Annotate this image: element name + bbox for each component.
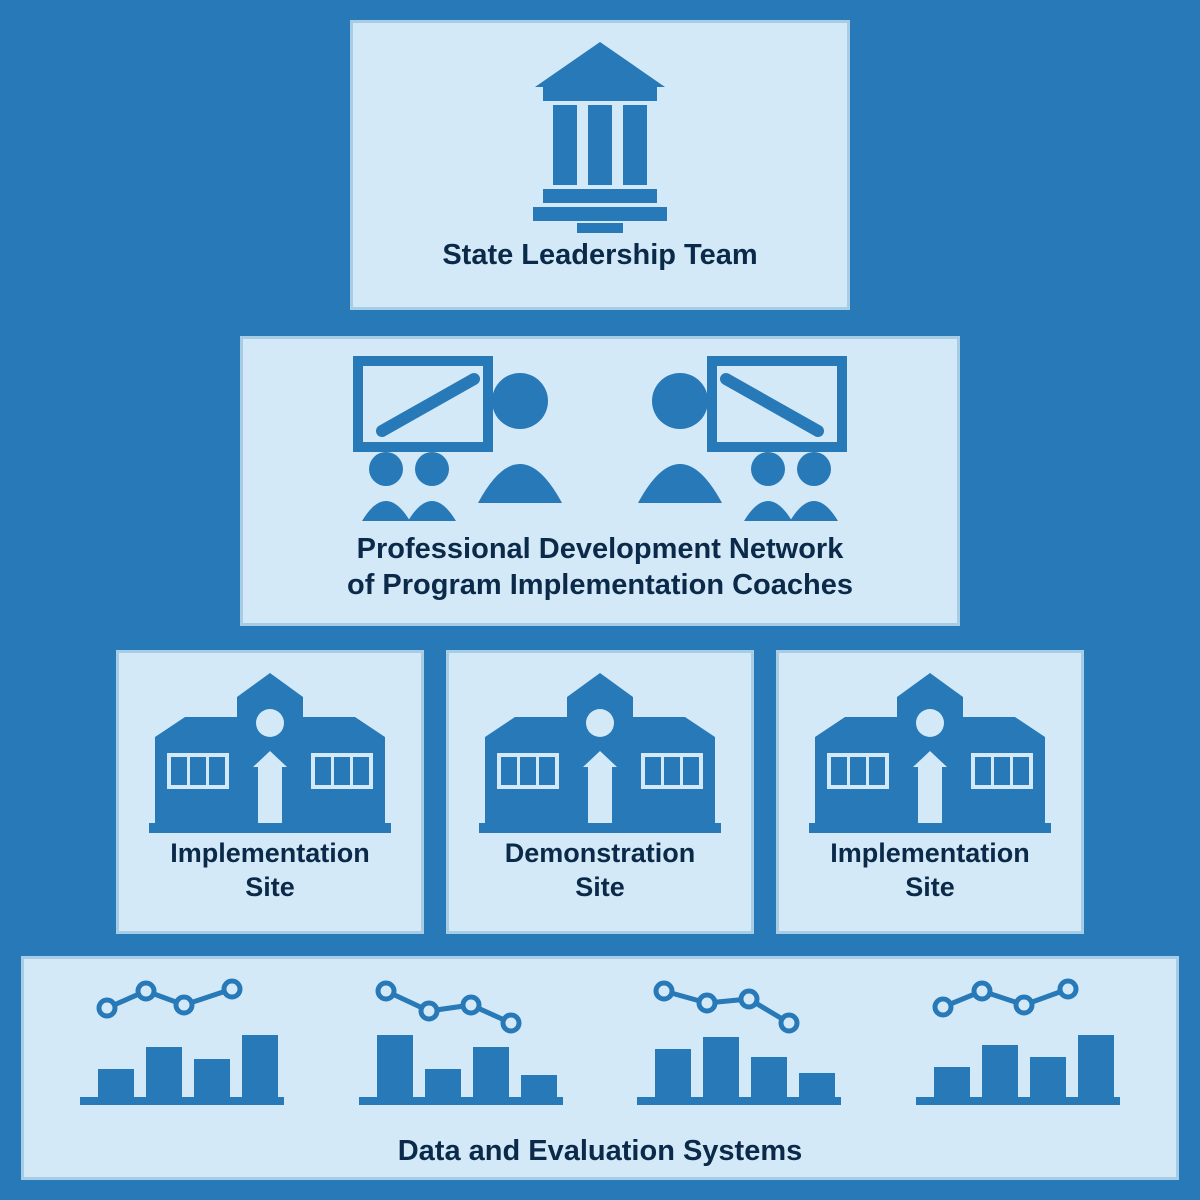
site-label: ImplementationSite [830, 837, 1030, 905]
site-box: ImplementationSite [116, 650, 424, 934]
bar-chart-icon [619, 977, 859, 1127]
data-eval-box: Data and Evaluation Systems [21, 956, 1179, 1180]
coach-icon-row [352, 353, 848, 523]
coach-icon [352, 353, 572, 523]
tier-4: Data and Evaluation Systems [0, 956, 1200, 1180]
coach-icon [628, 353, 848, 523]
site-box: DemonstrationSite [446, 650, 754, 934]
state-leadership-box: State Leadership Team [350, 20, 850, 310]
pd-network-box: Professional Development Network of Prog… [240, 336, 960, 626]
government-building-icon [505, 37, 695, 237]
tier2-label: Professional Development Network of Prog… [347, 531, 853, 604]
tier-2: Professional Development Network of Prog… [0, 336, 1200, 626]
bar-chart-icon [898, 977, 1138, 1127]
diagram-canvas: State Leadership Team [0, 0, 1200, 1200]
school-building-icon [145, 667, 395, 837]
tier1-label: State Leadership Team [442, 237, 757, 273]
tier-1: State Leadership Team [0, 20, 1200, 310]
tier4-label: Data and Evaluation Systems [398, 1133, 803, 1169]
site-label: ImplementationSite [170, 837, 370, 905]
bar-chart-icon [62, 977, 302, 1127]
chart-row [24, 977, 1176, 1127]
site-row: ImplementationSite DemonstrationSite [116, 650, 1084, 934]
school-building-icon [805, 667, 1055, 837]
bar-chart-icon [341, 977, 581, 1127]
school-building-icon [475, 667, 725, 837]
site-label: DemonstrationSite [505, 837, 696, 905]
tier-3: ImplementationSite DemonstrationSite [0, 650, 1200, 934]
site-box: ImplementationSite [776, 650, 1084, 934]
